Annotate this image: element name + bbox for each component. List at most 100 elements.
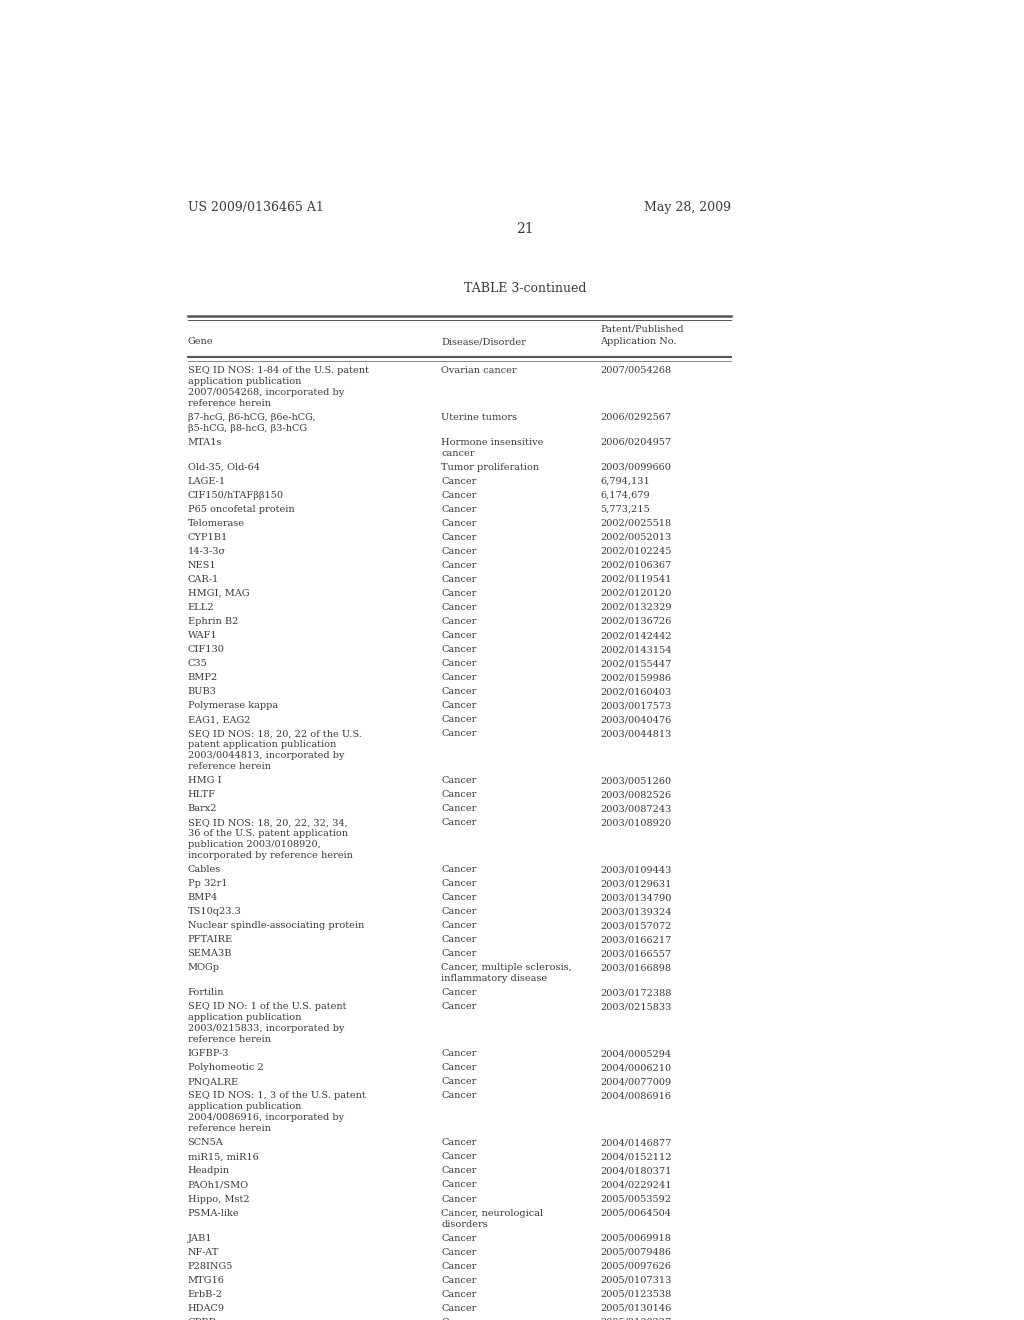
Text: 2003/0051260: 2003/0051260 xyxy=(600,776,672,785)
Text: 2005/0130146: 2005/0130146 xyxy=(600,1304,672,1312)
Text: Cancer: Cancer xyxy=(441,1092,477,1101)
Text: Cancer: Cancer xyxy=(441,701,477,710)
Text: Cancer, neurological: Cancer, neurological xyxy=(441,1209,544,1217)
Text: Cancer: Cancer xyxy=(441,688,477,696)
Text: 2003/0044813, incorporated by: 2003/0044813, incorporated by xyxy=(187,751,344,760)
Text: 2005/0069918: 2005/0069918 xyxy=(600,1234,671,1242)
Text: HMGI, MAG: HMGI, MAG xyxy=(187,589,249,598)
Text: miR15, miR16: miR15, miR16 xyxy=(187,1152,258,1162)
Text: IGFBP-3: IGFBP-3 xyxy=(187,1049,229,1059)
Text: Cancer: Cancer xyxy=(441,1304,477,1312)
Text: TABLE 3-continued: TABLE 3-continued xyxy=(464,282,586,296)
Text: 2006/0292567: 2006/0292567 xyxy=(600,413,672,421)
Text: reference herein: reference herein xyxy=(187,399,270,408)
Text: Polymerase kappa: Polymerase kappa xyxy=(187,701,278,710)
Text: 2002/0025518: 2002/0025518 xyxy=(600,519,672,528)
Text: application publication: application publication xyxy=(187,376,301,385)
Text: Cancer: Cancer xyxy=(441,1262,477,1271)
Text: β7-hcG, β6-hCG, β6e-hCG,: β7-hcG, β6-hCG, β6e-hCG, xyxy=(187,413,315,421)
Text: GPBP: GPBP xyxy=(187,1317,216,1320)
Text: Cancer: Cancer xyxy=(441,989,477,998)
Text: ErbB-2: ErbB-2 xyxy=(187,1290,222,1299)
Text: 2003/0139324: 2003/0139324 xyxy=(600,907,672,916)
Text: HDAC9: HDAC9 xyxy=(187,1304,224,1312)
Text: reference herein: reference herein xyxy=(187,1035,270,1044)
Text: Cancer: Cancer xyxy=(441,1290,477,1299)
Text: SEMA3B: SEMA3B xyxy=(187,949,232,958)
Text: Cancer: Cancer xyxy=(441,879,477,888)
Text: 2004/0229241: 2004/0229241 xyxy=(600,1180,672,1189)
Text: HLTF: HLTF xyxy=(187,791,215,799)
Text: 2003/0166898: 2003/0166898 xyxy=(600,964,671,973)
Text: 2005/0130227: 2005/0130227 xyxy=(600,1317,672,1320)
Text: Uterine tumors: Uterine tumors xyxy=(441,413,517,421)
Text: SCN5A: SCN5A xyxy=(187,1138,223,1147)
Text: 2002/0132329: 2002/0132329 xyxy=(600,603,672,612)
Text: 2005/0097626: 2005/0097626 xyxy=(600,1262,671,1271)
Text: 2002/0160403: 2002/0160403 xyxy=(600,688,672,696)
Text: 2003/0017573: 2003/0017573 xyxy=(600,701,672,710)
Text: Cancer: Cancer xyxy=(441,1167,477,1176)
Text: cancer: cancer xyxy=(441,449,475,458)
Text: Cancer: Cancer xyxy=(441,603,477,612)
Text: 2003/0099660: 2003/0099660 xyxy=(600,463,671,471)
Text: SEQ ID NO: 1 of the U.S. patent: SEQ ID NO: 1 of the U.S. patent xyxy=(187,1002,346,1011)
Text: Hippo, Mst2: Hippo, Mst2 xyxy=(187,1195,249,1204)
Text: 2005/0107313: 2005/0107313 xyxy=(600,1275,672,1284)
Text: Disease/Disorder: Disease/Disorder xyxy=(441,338,526,346)
Text: 2004/0005294: 2004/0005294 xyxy=(600,1049,672,1059)
Text: patent application publication: patent application publication xyxy=(187,741,336,750)
Text: Cancer: Cancer xyxy=(441,894,477,903)
Text: 2003/0087243: 2003/0087243 xyxy=(600,804,672,813)
Text: PFTAIRE: PFTAIRE xyxy=(187,936,232,944)
Text: 2003/0157072: 2003/0157072 xyxy=(600,921,672,931)
Text: Cancer: Cancer xyxy=(441,645,477,653)
Text: 2007/0054268, incorporated by: 2007/0054268, incorporated by xyxy=(187,388,344,397)
Text: 2004/0152112: 2004/0152112 xyxy=(600,1152,672,1162)
Text: Cancer: Cancer xyxy=(441,715,477,725)
Text: 2002/0136726: 2002/0136726 xyxy=(600,616,672,626)
Text: reference herein: reference herein xyxy=(187,762,270,771)
Text: Application No.: Application No. xyxy=(600,338,677,346)
Text: MOGp: MOGp xyxy=(187,964,219,973)
Text: P65 oncofetal protein: P65 oncofetal protein xyxy=(187,504,294,513)
Text: Cancer: Cancer xyxy=(441,491,477,500)
Text: reference herein: reference herein xyxy=(187,1125,270,1134)
Text: Cancer: Cancer xyxy=(441,1152,477,1162)
Text: WAF1: WAF1 xyxy=(187,631,217,640)
Text: Cancer: Cancer xyxy=(441,776,477,785)
Text: Cancer: Cancer xyxy=(441,673,477,682)
Text: 2003/0134790: 2003/0134790 xyxy=(600,894,672,903)
Text: 2003/0108920: 2003/0108920 xyxy=(600,818,672,828)
Text: Old-35, Old-64: Old-35, Old-64 xyxy=(187,463,259,471)
Text: BMP2: BMP2 xyxy=(187,673,218,682)
Text: Cancer: Cancer xyxy=(441,477,477,486)
Text: LAGE-1: LAGE-1 xyxy=(187,477,225,486)
Text: 2005/0064504: 2005/0064504 xyxy=(600,1209,671,1217)
Text: Cancer: Cancer xyxy=(441,865,477,874)
Text: Fortilin: Fortilin xyxy=(187,989,224,998)
Text: CIF150/hTAFββ150: CIF150/hTAFββ150 xyxy=(187,491,284,500)
Text: Cancer: Cancer xyxy=(441,1195,477,1204)
Text: Cancer: Cancer xyxy=(441,907,477,916)
Text: β5-hCG, β8-hcG, β3-hCG: β5-hCG, β8-hcG, β3-hCG xyxy=(187,424,306,433)
Text: Cancer: Cancer xyxy=(441,921,477,931)
Text: Headpin: Headpin xyxy=(187,1167,229,1176)
Text: 2003/0166557: 2003/0166557 xyxy=(600,949,672,958)
Text: 2002/0052013: 2002/0052013 xyxy=(600,533,672,541)
Text: Cancer: Cancer xyxy=(441,949,477,958)
Text: Cancer: Cancer xyxy=(441,631,477,640)
Text: 2006/0204957: 2006/0204957 xyxy=(600,438,672,446)
Text: Cancer: Cancer xyxy=(441,791,477,799)
Text: Cancer: Cancer xyxy=(441,1049,477,1059)
Text: 2007/0054268: 2007/0054268 xyxy=(600,366,672,375)
Text: 2004/0146877: 2004/0146877 xyxy=(600,1138,672,1147)
Text: Cancer: Cancer xyxy=(441,1077,477,1086)
Text: Cancer: Cancer xyxy=(441,546,477,556)
Text: 2003/0044813: 2003/0044813 xyxy=(600,729,672,738)
Text: Cancer: Cancer xyxy=(441,561,477,570)
Text: BUB3: BUB3 xyxy=(187,688,216,696)
Text: 6,794,131: 6,794,131 xyxy=(600,477,650,486)
Text: US 2009/0136465 A1: US 2009/0136465 A1 xyxy=(187,201,324,214)
Text: 21: 21 xyxy=(516,223,534,236)
